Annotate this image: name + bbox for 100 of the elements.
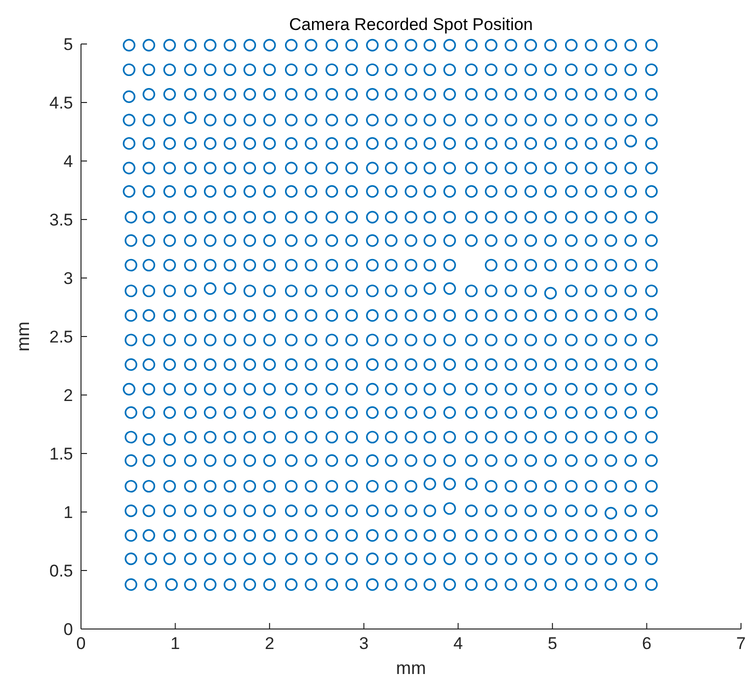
point	[645, 38, 658, 52]
point	[524, 88, 538, 101]
point	[584, 137, 598, 150]
point	[284, 210, 298, 224]
point	[384, 284, 398, 298]
point	[142, 284, 156, 298]
point	[404, 504, 418, 518]
point	[504, 137, 518, 150]
point	[163, 480, 176, 493]
point	[465, 234, 478, 247]
point	[163, 358, 176, 371]
point	[544, 258, 557, 272]
point	[224, 210, 236, 224]
point	[326, 552, 338, 566]
point	[243, 430, 256, 444]
point	[124, 454, 138, 467]
point	[204, 334, 216, 346]
point	[163, 334, 176, 346]
point	[345, 162, 358, 174]
point	[564, 358, 578, 371]
point	[624, 334, 637, 346]
point	[124, 309, 138, 322]
point	[122, 382, 136, 396]
point	[604, 88, 618, 101]
point	[504, 504, 518, 518]
point	[263, 334, 276, 346]
point	[424, 38, 436, 52]
point	[424, 382, 436, 396]
point	[243, 162, 256, 174]
point	[484, 137, 498, 150]
point	[384, 309, 398, 322]
point	[424, 258, 436, 272]
point	[184, 358, 197, 371]
point	[243, 504, 256, 518]
point	[465, 114, 478, 126]
point	[484, 430, 498, 444]
point	[263, 88, 276, 101]
point	[624, 406, 637, 419]
point	[163, 433, 176, 446]
point	[443, 406, 456, 419]
point	[564, 504, 578, 518]
point	[263, 234, 276, 247]
point	[443, 88, 456, 101]
point	[443, 382, 456, 396]
point	[184, 529, 197, 542]
point	[122, 38, 136, 52]
point	[504, 430, 518, 444]
point	[204, 309, 216, 322]
point	[544, 114, 557, 126]
point	[304, 137, 318, 150]
point	[122, 162, 136, 174]
point	[544, 480, 557, 493]
y-tick-label: 1	[64, 503, 73, 522]
point	[504, 309, 518, 322]
point	[484, 88, 498, 101]
point	[263, 454, 276, 467]
point	[544, 88, 557, 101]
point	[624, 210, 637, 224]
x-tick-label: 2	[264, 634, 274, 653]
point	[184, 88, 197, 101]
point	[366, 430, 379, 444]
point	[204, 234, 216, 247]
point	[366, 334, 379, 346]
point	[584, 38, 598, 52]
point	[163, 185, 176, 198]
point	[564, 38, 578, 52]
point	[564, 185, 578, 198]
point	[304, 406, 318, 419]
point	[224, 38, 236, 52]
point	[424, 162, 436, 174]
point	[443, 430, 456, 444]
point	[144, 552, 158, 566]
point	[645, 258, 658, 272]
point	[124, 258, 138, 272]
point	[645, 504, 658, 518]
point	[604, 529, 618, 542]
point	[345, 454, 358, 467]
point	[163, 137, 176, 150]
point	[284, 234, 298, 247]
point	[284, 63, 298, 76]
point	[624, 358, 637, 371]
point	[243, 210, 256, 224]
point	[366, 258, 379, 272]
point	[404, 552, 418, 566]
point	[384, 185, 398, 198]
point	[524, 38, 538, 52]
point	[142, 529, 156, 542]
point	[584, 234, 598, 247]
point	[584, 382, 598, 396]
point	[124, 430, 138, 444]
point	[224, 334, 236, 346]
point	[544, 286, 557, 300]
point	[326, 137, 338, 150]
point	[384, 504, 398, 518]
point	[465, 552, 478, 566]
point	[243, 88, 256, 101]
x-tick-label: 3	[359, 634, 369, 653]
point	[366, 284, 379, 298]
point	[604, 506, 618, 520]
point	[544, 38, 557, 52]
